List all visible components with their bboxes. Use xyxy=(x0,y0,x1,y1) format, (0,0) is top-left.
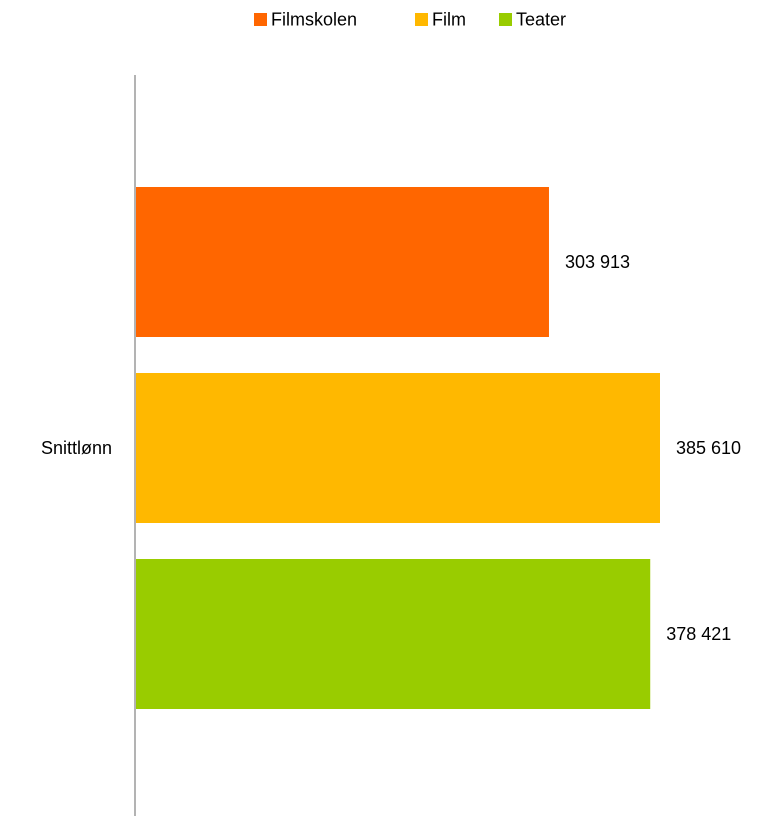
data-label-teater: 378 421 xyxy=(666,624,731,644)
legend-label-teater: Teater xyxy=(516,10,566,30)
bar-teater xyxy=(136,559,651,709)
bar-filmskolen xyxy=(136,187,549,337)
bar-film xyxy=(136,373,660,523)
data-label-film: 385 610 xyxy=(676,438,741,458)
legend-label-filmskolen: Filmskolen xyxy=(271,10,357,30)
legend-label-film: Film xyxy=(432,10,466,30)
category-label: Snittlønn xyxy=(41,438,112,458)
data-label-filmskolen: 303 913 xyxy=(565,252,630,272)
legend-swatch-teater xyxy=(499,13,512,26)
legend-swatch-film xyxy=(415,13,428,26)
bars xyxy=(136,187,660,709)
legend-swatch-filmskolen xyxy=(254,13,267,26)
legend: Filmskolen Film Teater xyxy=(254,10,566,30)
data-labels: 303 913 385 610 378 421 xyxy=(565,252,741,644)
